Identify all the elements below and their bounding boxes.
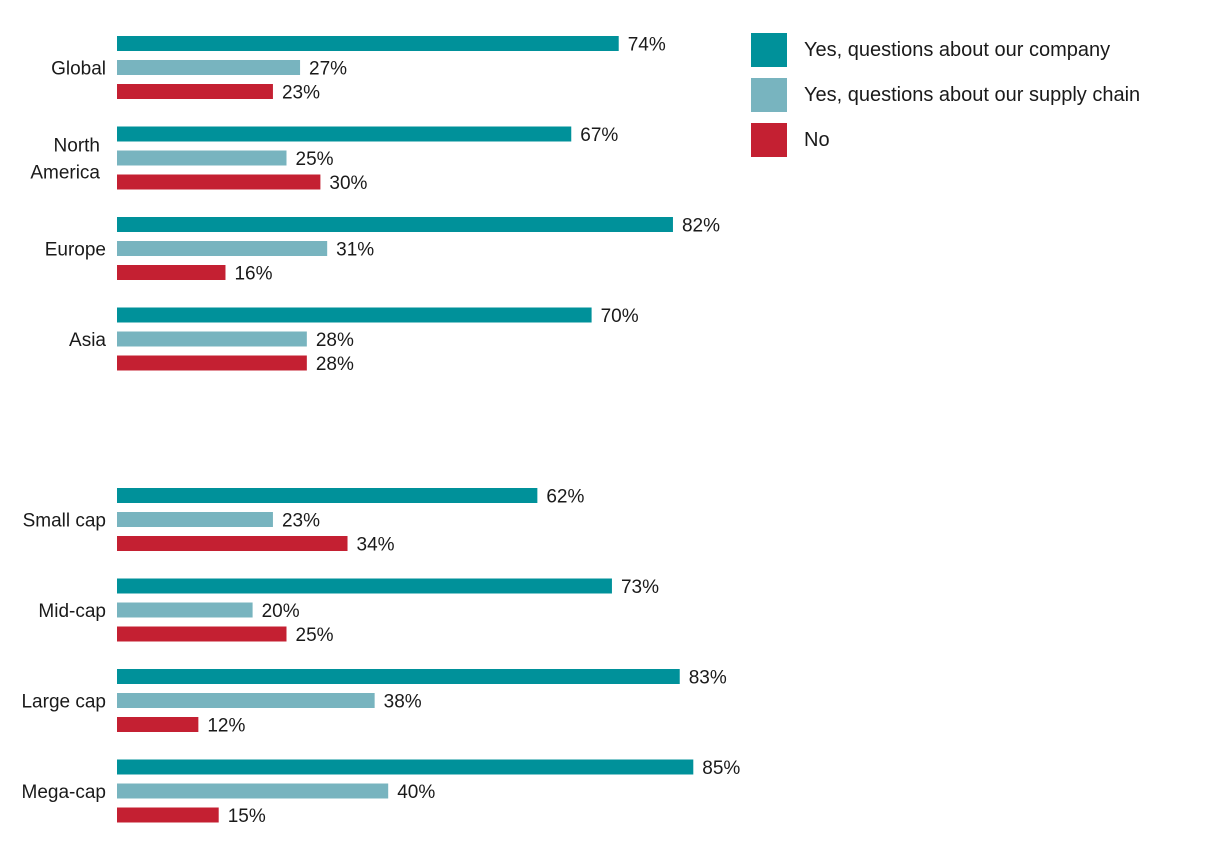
bar-asia-company [117, 307, 592, 323]
data-label-mega-cap-company: 85% [702, 758, 740, 779]
bar-mega-cap-supply-chain [117, 783, 389, 799]
data-label-asia-no: 28% [316, 354, 354, 375]
data-label-global-no: 23% [282, 83, 320, 104]
category-label-small-cap: Small cap [23, 511, 106, 532]
data-label-small-cap-company: 62% [546, 487, 584, 508]
data-label-mega-cap-no: 15% [228, 806, 266, 827]
category-label-asia: Asia [69, 330, 106, 351]
bar-asia-supply-chain [117, 331, 307, 347]
bar-north-america-supply-chain [117, 150, 287, 166]
data-label-small-cap-no: 34% [357, 535, 395, 556]
data-label-europe-supply-chain: 31% [336, 240, 374, 261]
legend-swatch-supply-chain [751, 78, 787, 112]
data-label-asia-supply-chain: 28% [316, 330, 354, 351]
bar-global-company [117, 36, 619, 51]
bar-mega-cap-no [117, 807, 219, 823]
bar-mid-cap-no [117, 626, 287, 642]
category-label-mid-cap: Mid-cap [38, 601, 106, 622]
legend-item-company: Yes, questions about our company [751, 33, 1140, 67]
bar-large-cap-supply-chain [117, 693, 375, 708]
data-label-north-america-company: 67% [580, 125, 618, 146]
category-label-large-cap: Large cap [21, 692, 106, 713]
category-label-mega-cap: Mega-cap [22, 782, 107, 803]
bar-europe-company [117, 217, 673, 232]
bar-europe-no [117, 265, 226, 280]
data-label-mid-cap-no: 25% [296, 625, 334, 646]
bar-small-cap-supply-chain [117, 512, 273, 527]
data-label-north-america-no: 30% [329, 173, 367, 194]
legend-label-no: No [804, 128, 830, 151]
category-label-north-america-line-1: North [54, 136, 100, 157]
bar-asia-no [117, 355, 307, 371]
category-label-europe: Europe [45, 240, 106, 261]
category-label-north-america-line-2: America [30, 163, 100, 184]
data-label-asia-company: 70% [601, 306, 639, 327]
bar-mega-cap-company [117, 759, 694, 775]
bar-large-cap-no [117, 717, 199, 732]
data-label-mid-cap-supply-chain: 20% [262, 601, 300, 622]
bar-global-no [117, 84, 273, 99]
bar-small-cap-no [117, 536, 348, 551]
data-label-large-cap-no: 12% [207, 716, 245, 737]
legend-item-no: No [751, 123, 1140, 157]
category-label-global: Global [51, 59, 106, 80]
bar-mid-cap-company [117, 578, 612, 594]
data-label-mega-cap-supply-chain: 40% [397, 782, 435, 803]
legend-item-supply-chain: Yes, questions about our supply chain [751, 78, 1140, 112]
bar-mid-cap-supply-chain [117, 602, 253, 618]
bar-europe-supply-chain [117, 241, 328, 256]
legend-swatch-company [751, 33, 787, 67]
legend-label-company: Yes, questions about our company [804, 38, 1111, 61]
data-label-europe-no: 16% [234, 264, 272, 285]
data-label-north-america-supply-chain: 25% [296, 149, 334, 170]
bar-large-cap-company [117, 669, 680, 684]
data-label-small-cap-supply-chain: 23% [282, 511, 320, 532]
data-label-mid-cap-company: 73% [621, 577, 659, 598]
bar-north-america-company [117, 126, 572, 142]
data-label-europe-company: 82% [682, 216, 720, 237]
legend: Yes, questions about our company Yes, qu… [751, 33, 1140, 168]
data-label-global-company: 74% [628, 35, 666, 56]
legend-label-supply-chain: Yes, questions about our supply chain [804, 83, 1141, 106]
bar-global-supply-chain [117, 60, 301, 75]
bar-north-america-no [117, 174, 321, 190]
data-label-global-supply-chain: 27% [309, 59, 347, 80]
bar-small-cap-company [117, 488, 538, 503]
data-label-large-cap-company: 83% [689, 668, 727, 689]
data-label-large-cap-supply-chain: 38% [384, 692, 422, 713]
legend-swatch-no [751, 123, 787, 157]
